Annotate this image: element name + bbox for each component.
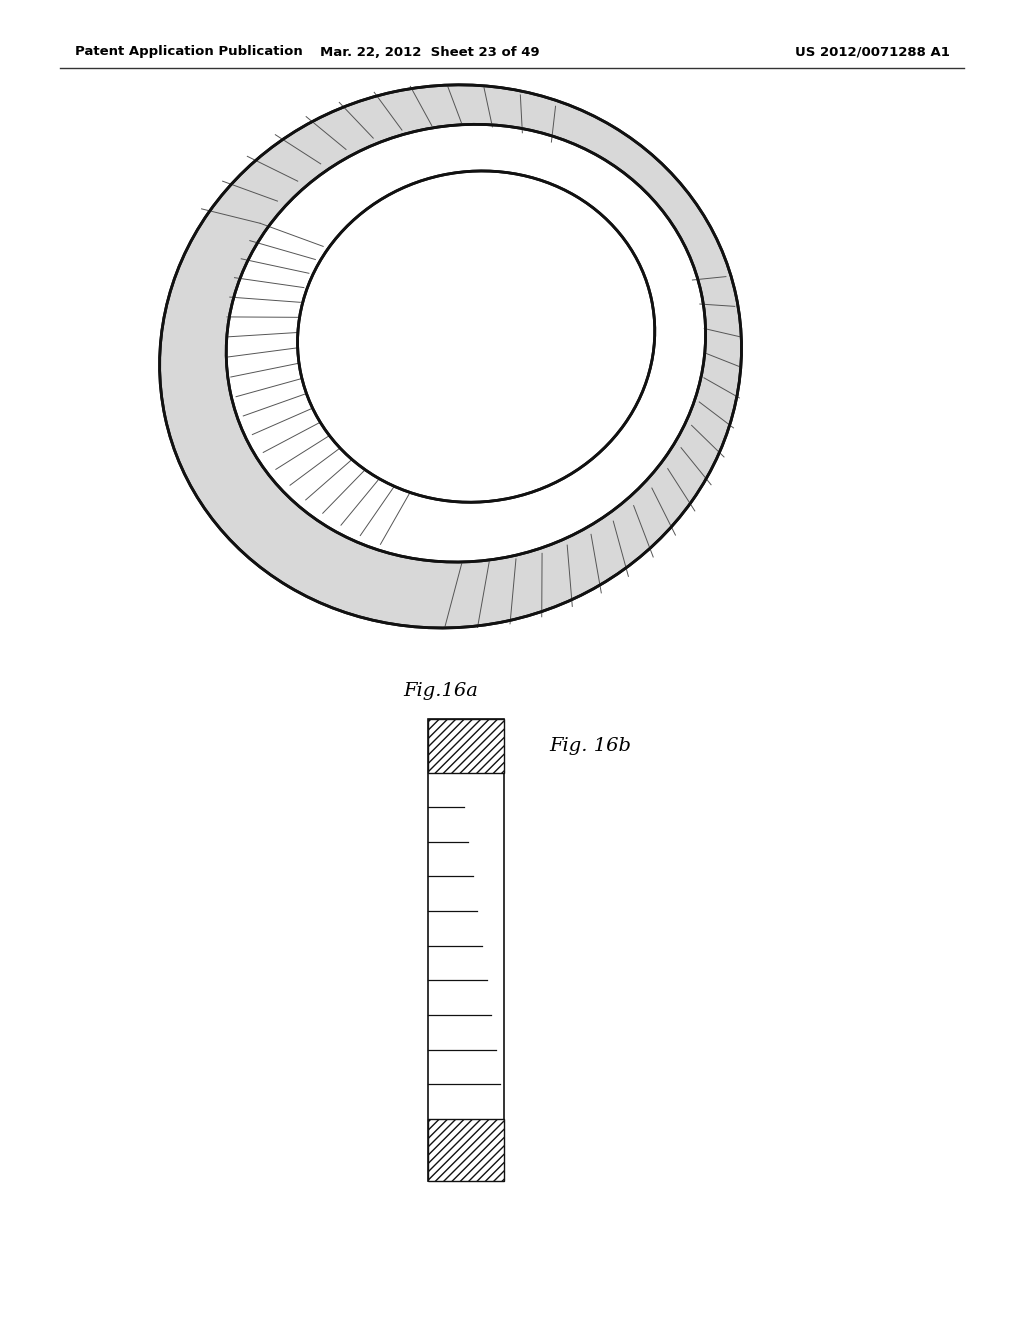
Bar [428,1119,504,1181]
Ellipse shape [226,124,706,562]
Ellipse shape [298,172,654,502]
Text: Mar. 22, 2012  Sheet 23 of 49: Mar. 22, 2012 Sheet 23 of 49 [321,45,540,58]
Text: Fig.16a: Fig.16a [403,682,478,700]
Bar [428,719,504,772]
Text: US 2012/0071288 A1: US 2012/0071288 A1 [795,45,950,58]
Bar [428,719,504,1181]
Text: Fig. 16b: Fig. 16b [549,737,632,755]
Ellipse shape [160,84,741,628]
Text: Patent Application Publication: Patent Application Publication [75,45,303,58]
